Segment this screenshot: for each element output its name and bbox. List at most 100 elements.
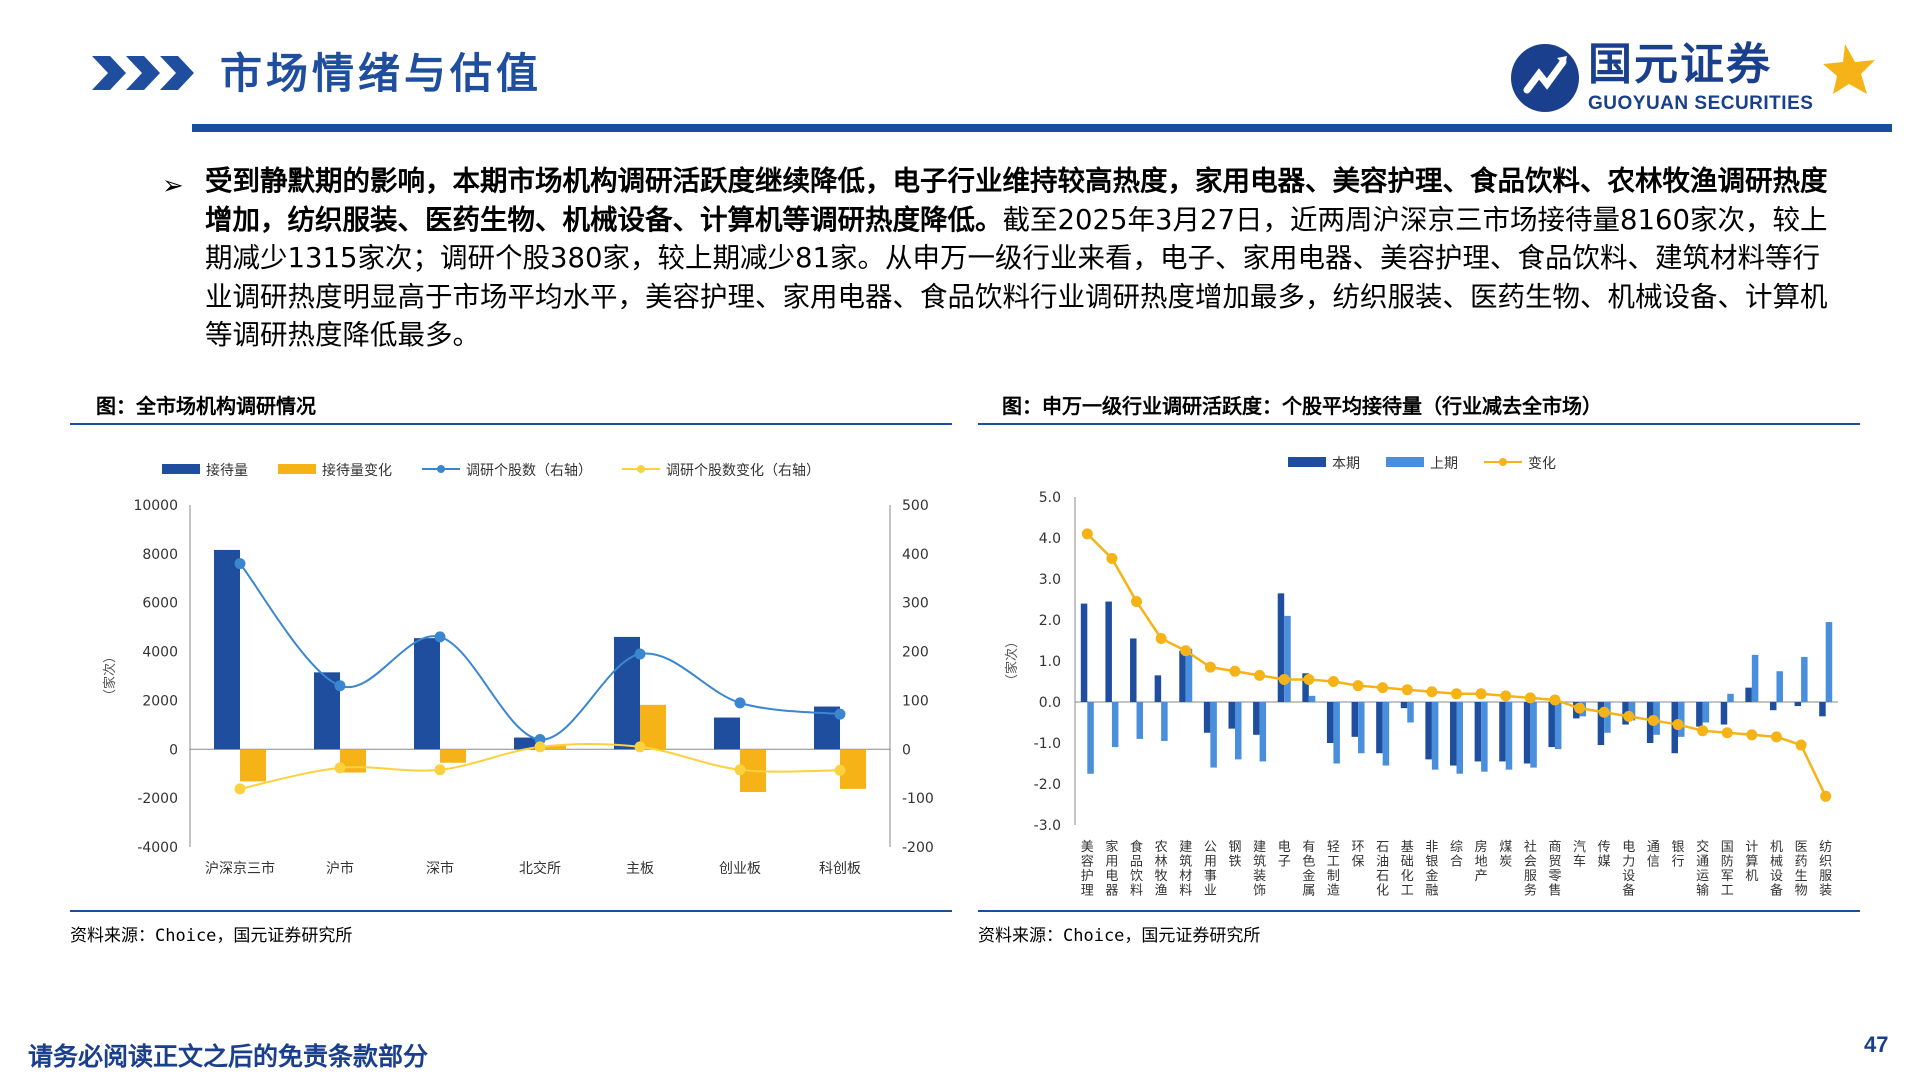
x-tick-label-20: 汽车: [1573, 840, 1586, 870]
legend-label-2: 调研个股数（右轴）: [466, 463, 592, 479]
bar-1-14: [1431, 702, 1439, 770]
legend-swatch-0: [162, 464, 200, 474]
bar-0-5: [714, 717, 740, 750]
bar-0-13: [1400, 702, 1408, 709]
bar-0-16: [1474, 702, 1482, 762]
bar-1-25: [1702, 702, 1710, 723]
line-point-0-6: [834, 708, 846, 720]
bar-1-18: [1530, 702, 1537, 768]
bar-0-15: [1450, 702, 1457, 766]
x-tick-label-2: 深市: [426, 860, 454, 877]
x-tick-label-0: 美容护理: [1081, 840, 1094, 899]
line-point-1-5: [734, 764, 746, 776]
line-point-0-16: [1475, 688, 1487, 700]
y-tick-label-7: -2.0: [1034, 777, 1061, 793]
line-point-0-21: [1598, 706, 1610, 718]
bar-1-27: [1751, 654, 1759, 702]
line-point-0-13: [1401, 684, 1413, 696]
bar-1-30: [1825, 622, 1833, 702]
line-point-1-1: [334, 762, 346, 774]
x-tick-label-23: 通信: [1647, 840, 1660, 870]
bar-0-9: [1302, 673, 1309, 702]
bar-1-4: [640, 704, 666, 750]
bar-1-4: [1185, 648, 1193, 702]
y-tick-label-6: -2000: [137, 791, 178, 807]
x-tick-label-4: 建筑材料: [1179, 840, 1192, 899]
x-tick-label-15: 综合: [1450, 840, 1463, 870]
y-tick-label-0: 5.0: [1039, 490, 1061, 506]
bar-0-11: [1351, 702, 1359, 737]
line-point-0-0: [234, 558, 246, 570]
line-point-0-11: [1352, 680, 1364, 692]
bar-1-19: [1554, 702, 1562, 750]
summary-paragraph: 受到静默期的影响，本期市场机构调研活跃度继续降低，电子行业维持较高热度，家用电器…: [205, 162, 1845, 355]
x-tick-label-6: 科创板: [819, 861, 861, 877]
x-tick-label-2: 食品饮料: [1130, 839, 1143, 899]
x-tick-label-27: 计算机: [1745, 840, 1758, 884]
x-tick-label-1: 沪市: [326, 860, 354, 877]
summary-normal-text: 截至2025年3月27日，近两周沪深京三市场接待量8160家次，较上期减少131…: [205, 203, 1828, 352]
line-point-0-4: [1180, 645, 1192, 657]
line-point-0-2: [434, 631, 446, 643]
line-point-0-8: [1278, 673, 1290, 685]
x-tick-label-3: 农林牧渔: [1155, 840, 1168, 899]
bar-1-6: [1234, 702, 1242, 760]
line-point-0-28: [1770, 731, 1782, 743]
bar-1-12: [1382, 702, 1390, 766]
bar-1-2: [440, 749, 466, 763]
x-tick-label-6: 钢铁: [1228, 840, 1241, 870]
line-point-0-29: [1795, 739, 1807, 751]
line-point-0-24: [1672, 719, 1684, 731]
y-tick-label-6: -1.0: [1034, 736, 1061, 752]
line-point-0-20: [1574, 702, 1586, 714]
bar-1-21: [1604, 702, 1611, 733]
y2-tick-label-3: 200: [902, 645, 929, 661]
legend2-label-1: 上期: [1430, 456, 1458, 472]
bar-0-6: [1228, 702, 1235, 729]
y-tick-label-4: 1.0: [1039, 654, 1061, 670]
market-research-chart: 接待量 接待量变化 调研个股数（右轴） 调研个股数变化（右轴）100008000600…: [102, 462, 934, 877]
bar-1-2: [1136, 702, 1144, 739]
right-chart-source: 资料来源：Choice，国元证券研究所: [978, 926, 1261, 946]
line-point-1-6: [834, 764, 846, 776]
y2-tick-label-7: -200: [902, 840, 934, 856]
legend-swatch-1: [278, 464, 316, 474]
bar-0-7: [1253, 702, 1260, 735]
y-tick-label-4: 2000: [142, 693, 178, 709]
right-chart-top-rule: [978, 423, 1860, 425]
legend-label-1: 接待量变化: [322, 462, 392, 479]
line-point-0-5: [734, 697, 746, 709]
right-chart-title: 图：申万一级行业调研活跃度：个股平均接待量（行业减去全市场）: [1002, 394, 1602, 418]
legend2-label-0: 本期: [1332, 456, 1360, 472]
bar-1-9: [1308, 695, 1316, 702]
x-tick-label-28: 机械设备: [1770, 840, 1783, 899]
y-tick-label-1: 4.0: [1039, 531, 1061, 547]
bar-0-28: [1769, 702, 1777, 711]
x-tick-label-3: 北交所: [519, 860, 561, 877]
bar-0-18: [1523, 702, 1531, 764]
y-tick-label-5: 0: [169, 742, 178, 758]
y2-tick-label-5: 0: [902, 742, 911, 758]
line-point-0-25: [1697, 725, 1709, 737]
x-tick-label-26: 国防军工: [1721, 840, 1734, 899]
x-tick-label-10: 轻工制造: [1327, 840, 1340, 899]
bar-0-27: [1745, 687, 1752, 702]
y2-tick-label-1: 400: [902, 547, 929, 563]
x-tick-label-14: 非银金融: [1425, 840, 1438, 899]
x-tick-label-9: 有色金属: [1302, 840, 1315, 899]
bar-1-16: [1481, 702, 1488, 772]
line-point-0-9: [1303, 673, 1315, 685]
x-tick-label-24: 银行: [1672, 840, 1685, 870]
bar-1-5: [1210, 702, 1217, 768]
bar-0-5: [1203, 702, 1211, 733]
bar-0-2: [1130, 638, 1137, 702]
y2-tick-label-2: 300: [902, 596, 929, 612]
left-chart-bottom-rule: [70, 910, 952, 912]
y-tick-label-2: 6000: [142, 596, 178, 612]
bar-0-12: [1376, 702, 1383, 754]
x-tick-label-17: 煤炭: [1499, 840, 1512, 870]
y2-tick-label-4: 100: [902, 693, 929, 709]
line-point-0-3: [1155, 632, 1167, 644]
legend-label-0: 接待量: [206, 462, 248, 479]
line-point-0-1: [334, 680, 346, 692]
